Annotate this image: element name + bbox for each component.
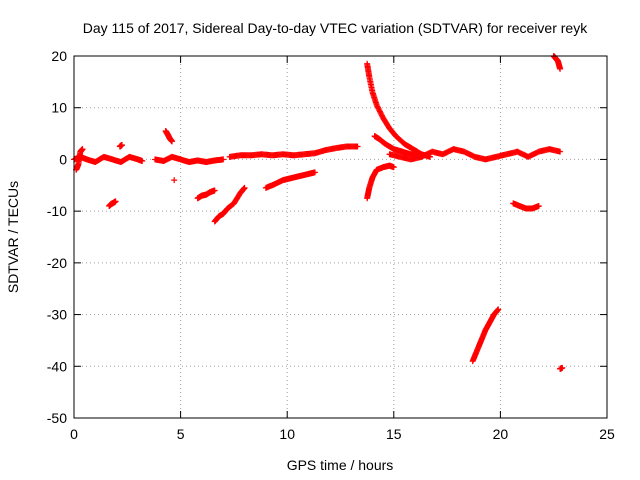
data-point xyxy=(495,306,502,313)
axis-ticks: 0 5 10 15 20 25 -50 -40 -30 -20 -10 0 10 20 xyxy=(47,48,615,442)
y-axis-label: SDTVAR / TECUs xyxy=(5,181,21,293)
series-pass-blip-0.3 xyxy=(73,146,86,173)
x-tick-label: 5 xyxy=(177,426,185,442)
series-pass-8.5 xyxy=(262,169,318,191)
x-tick-label: 15 xyxy=(386,426,402,442)
grid-lines xyxy=(74,56,607,418)
plot-frame xyxy=(73,55,608,419)
x-tick-label: 0 xyxy=(70,426,78,442)
data-point xyxy=(220,156,227,163)
series-pass-21.0 xyxy=(510,200,542,212)
data-point xyxy=(416,153,423,160)
series-pass-22.9 xyxy=(557,364,566,372)
data-point xyxy=(354,143,361,150)
series-baseline-1 xyxy=(71,153,146,166)
data-point xyxy=(79,146,86,153)
data-point xyxy=(427,153,434,160)
data-points xyxy=(71,53,566,372)
data-point xyxy=(311,169,318,176)
data-point xyxy=(169,138,176,145)
data-point xyxy=(535,202,542,209)
data-point xyxy=(557,65,564,72)
series-pass-6.0 xyxy=(194,187,218,202)
series-pass-6.6 xyxy=(211,184,248,225)
series-pass-22.6 xyxy=(550,53,564,72)
chart-title: Day 115 of 2017, Sidereal Day-to-day VTE… xyxy=(83,20,588,36)
y-tick-label: 20 xyxy=(51,48,67,64)
series-pass-14.0 xyxy=(364,162,397,202)
series-pass-19.3 xyxy=(469,306,502,365)
data-point xyxy=(557,148,564,155)
data-point xyxy=(139,157,146,164)
series-baseline-2 xyxy=(152,153,227,166)
data-point xyxy=(112,198,119,205)
series-pass-14.3 xyxy=(371,133,423,160)
series-pass-13.8 xyxy=(364,60,434,160)
y-tick-label: -10 xyxy=(47,203,67,219)
data-point xyxy=(390,164,397,171)
y-tick-label: -50 xyxy=(47,410,67,426)
series-pass-2.2 xyxy=(116,141,125,150)
data-point xyxy=(118,141,125,148)
series-pass-4.4 xyxy=(162,127,176,145)
series-pass-4.7 xyxy=(171,177,178,184)
y-tick-label: -20 xyxy=(47,255,67,271)
series-baseline-4 xyxy=(386,146,564,163)
x-axis-label: GPS time / hours xyxy=(287,457,394,473)
data-point xyxy=(241,184,248,191)
series-pass-1.8 xyxy=(106,198,119,209)
x-tick-label: 20 xyxy=(493,426,509,442)
y-tick-label: -40 xyxy=(47,358,67,374)
x-tick-label: 10 xyxy=(279,426,295,442)
x-tick-label: 25 xyxy=(599,426,615,442)
y-tick-label: 0 xyxy=(59,151,67,167)
y-tick-label: 10 xyxy=(51,100,67,116)
data-point xyxy=(211,187,218,194)
series-baseline-3 xyxy=(226,143,361,160)
data-point xyxy=(171,177,178,184)
y-tick-label: -30 xyxy=(47,307,67,323)
data-point xyxy=(559,364,566,371)
